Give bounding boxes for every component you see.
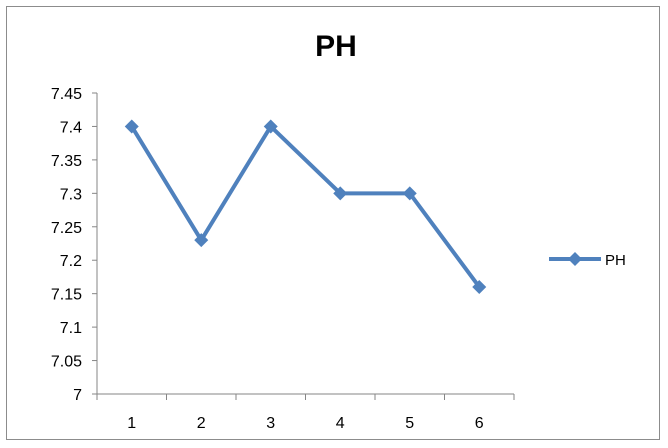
y-tick-label: 7.3 [60,186,82,203]
legend: PH [549,252,626,269]
series-layer [124,119,487,294]
y-tick-label: 7.45 [51,86,82,103]
y-tick-label: 7.25 [51,220,82,237]
legend-label: PH [605,252,626,269]
series-line-ph [130,124,481,289]
data-point-marker [333,186,348,201]
data-point-marker [472,279,487,294]
axes: 7 7.05 7.1 7.15 7.2 7.25 7.3 7.35 7.4 7.45 1 2 3 4 5 6 [51,86,515,432]
y-tick-label: 7 [73,387,82,404]
chart-title: PH [315,30,357,63]
x-tick-label: 2 [197,415,206,432]
y-tick-label: 7.35 [51,153,82,170]
data-point-marker [194,233,209,248]
chart-frame [6,6,660,440]
y-tick-label: 7.1 [60,320,82,337]
y-tick-label: 7.15 [51,287,82,304]
data-point-marker [402,186,417,201]
x-tick-label: 5 [405,415,414,432]
x-tick-label: 3 [266,415,275,432]
x-tick-label: 6 [475,415,484,432]
y-tick-label: 7.2 [60,253,82,270]
legend-diamond-marker [568,252,582,266]
y-tick-label: 7.4 [60,119,82,136]
x-tick-label: 1 [127,415,136,432]
data-point-marker [263,119,278,134]
x-tick-label: 4 [336,415,345,432]
data-point-marker [124,119,139,134]
y-tick-label: 7.05 [51,354,82,371]
